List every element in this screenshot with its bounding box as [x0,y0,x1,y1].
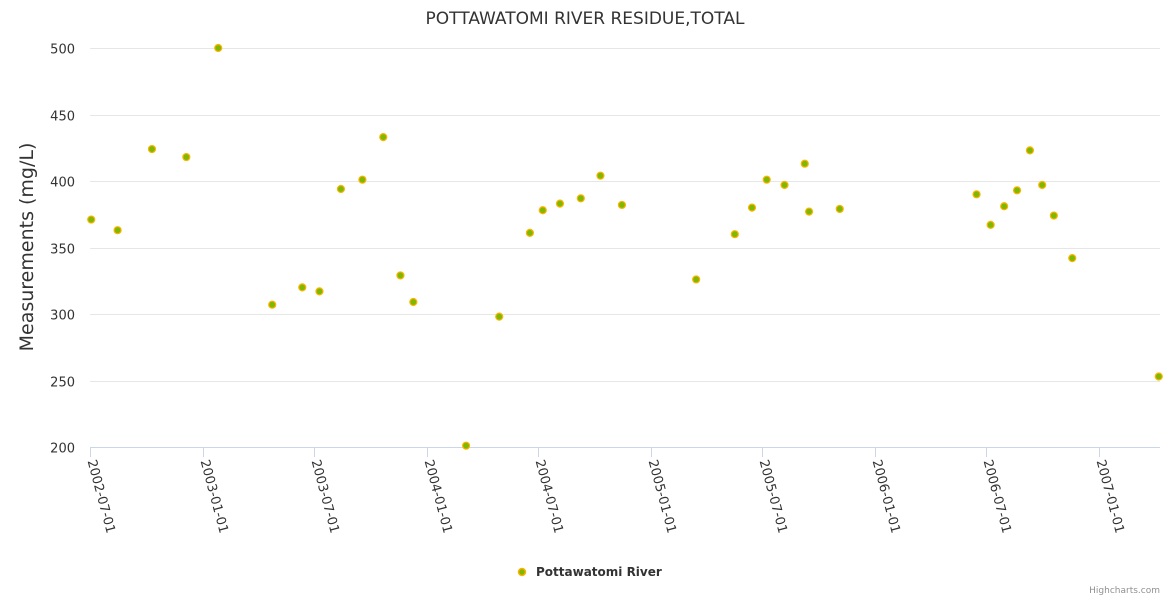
data-point[interactable] [298,283,307,292]
data-point[interactable] [1025,146,1035,155]
credits-link[interactable]: Highcharts.com [1089,586,1160,596]
data-point[interactable] [692,275,701,284]
x-tick-label: 2007-01-01 [1093,458,1127,535]
data-point[interactable] [1012,186,1022,195]
y-axis-label: Measurements (mg/L) [16,143,38,352]
data-point[interactable] [780,180,789,190]
data-point[interactable] [986,220,995,229]
data-point[interactable] [336,184,346,194]
chart-title: POTTAWATOMI RIVER RESIDUE,TOTAL [426,9,745,29]
data-point[interactable] [762,175,771,184]
data-point[interactable] [617,200,627,210]
y-axis-ticks: 200 250 300 350 400 450 500 [50,43,75,457]
x-tick-label: 2004-01-01 [421,458,455,535]
grid-lines [90,48,1160,382]
data-point[interactable] [358,175,367,184]
x-tick-label: 2006-01-01 [869,458,903,535]
y-tick-label: 350 [50,243,75,258]
data-point[interactable] [182,152,191,162]
x-tick-label: 2004-07-01 [532,458,566,535]
data-point[interactable] [576,194,585,203]
legend-item-label[interactable]: Pottawatomi River [536,565,662,579]
data-point[interactable] [315,287,324,296]
data-point[interactable] [1000,202,1009,211]
legend[interactable]: Pottawatomi River [517,565,662,579]
data-point[interactable] [214,43,223,53]
data-point[interactable] [538,206,547,215]
data-point[interactable] [379,133,388,142]
data-point[interactable] [461,441,471,450]
data-point[interactable] [1038,180,1047,190]
data-point[interactable] [1068,254,1077,263]
data-point[interactable] [147,144,157,154]
y-tick-label: 300 [50,309,75,324]
data-point[interactable] [747,203,757,212]
scatter-series [87,43,1163,450]
y-tick-label: 450 [50,110,75,125]
data-point[interactable] [113,226,122,235]
data-point[interactable] [268,300,277,309]
y-tick-label: 200 [50,442,75,457]
data-point[interactable] [972,190,981,199]
data-point[interactable] [800,159,809,168]
data-point[interactable] [596,171,605,180]
x-tick-label: 2005-01-01 [645,458,679,535]
data-point[interactable] [555,199,565,208]
x-tick-label: 2005-07-01 [756,458,790,535]
y-tick-label: 400 [50,176,75,191]
x-tick-label: 2003-07-01 [308,458,342,535]
data-point[interactable] [1049,211,1058,220]
data-point[interactable] [396,271,405,280]
data-point[interactable] [835,204,844,214]
x-tick-label: 2006-07-01 [980,458,1014,535]
y-tick-label: 500 [50,43,75,58]
data-point[interactable] [525,228,535,237]
legend-marker-icon [517,567,527,577]
x-tick-label: 2003-01-01 [197,458,231,535]
data-point[interactable] [730,230,739,239]
data-point[interactable] [804,207,814,216]
data-point[interactable] [409,297,418,307]
x-tick-label: 2002-07-01 [84,458,118,535]
data-point[interactable] [87,215,96,224]
y-tick-label: 250 [50,376,75,391]
data-point[interactable] [495,312,504,321]
x-axis-ticks: 2002-07-01 2003-01-01 2003-07-01 2004-01-01… [84,447,1127,535]
data-point[interactable] [1154,372,1163,381]
